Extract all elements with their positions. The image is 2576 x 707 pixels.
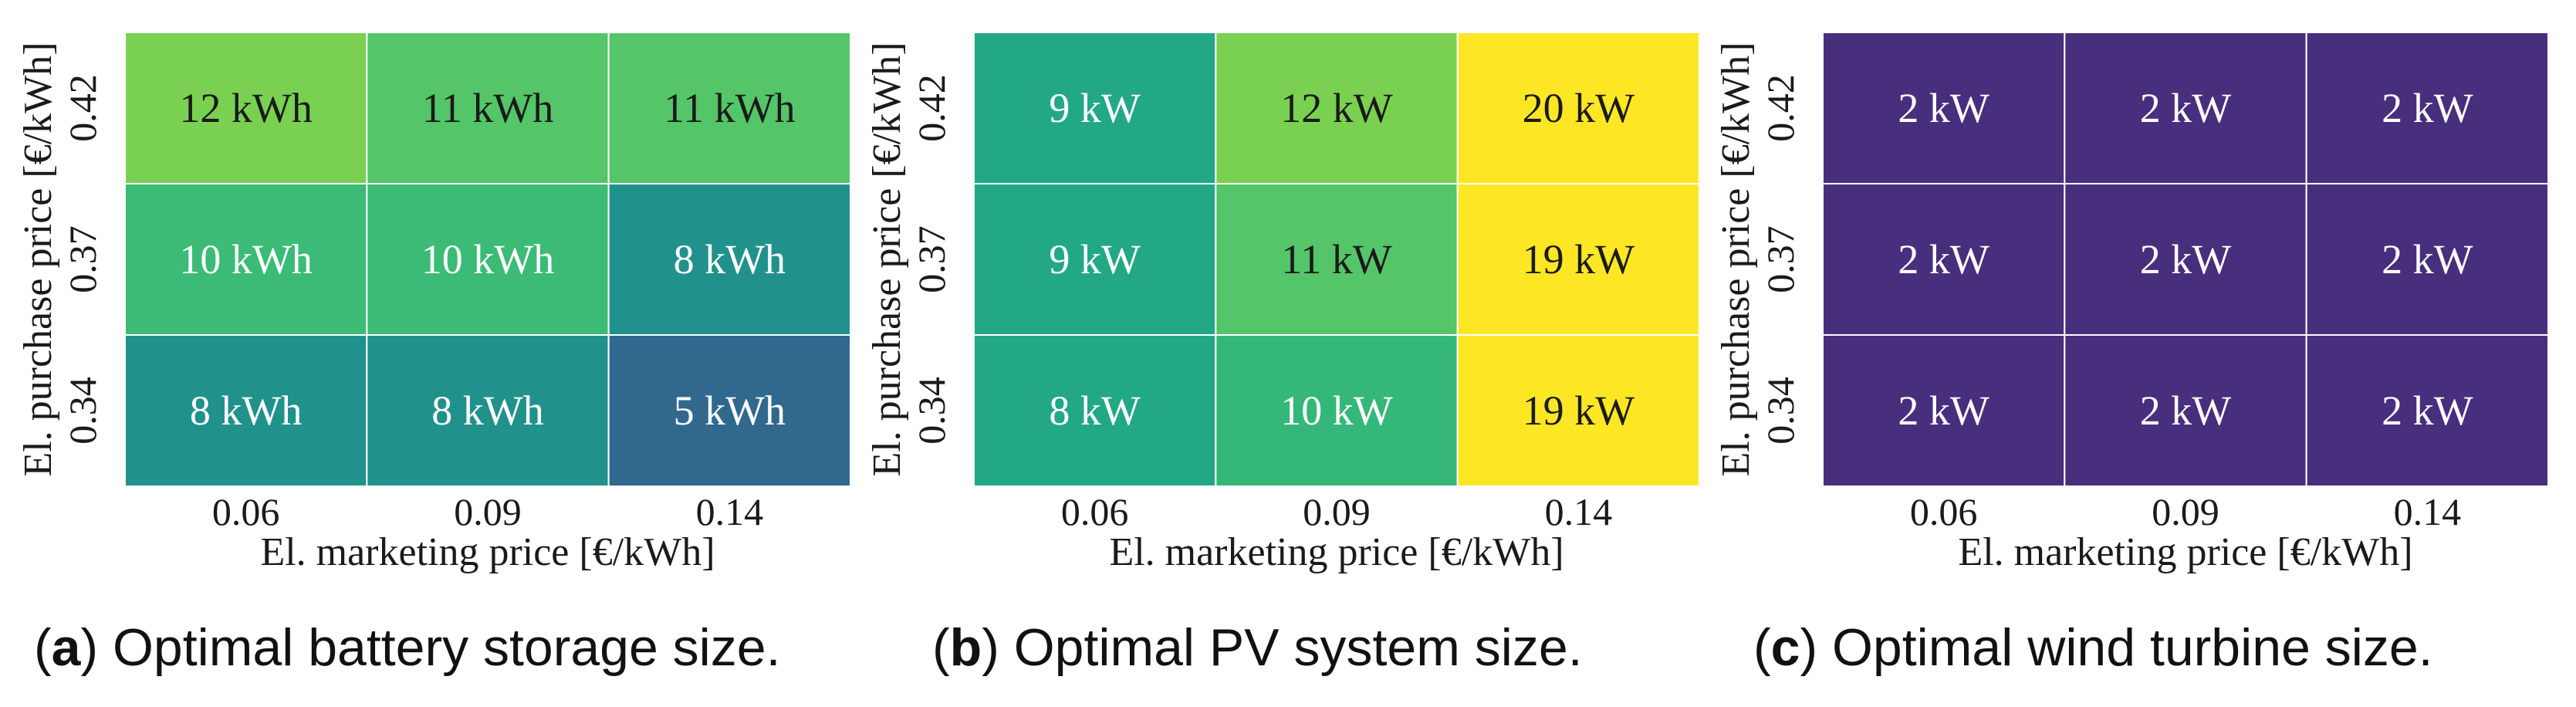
heatmap-cell [366,32,610,184]
cell-value-label: 9 kW [1049,85,1141,131]
x-tick-label: 0.09 [454,490,522,533]
cell-value-label: 11 kWh [422,85,553,131]
heatmap-panel-a: 12 kWh 11 kWh 11 kWh 10 kWh 10 kWh 8 kWh 8 kWh… [16,32,852,677]
panel-caption: (a) Optimal battery storage size. [34,618,781,677]
x-tick-label: 0.06 [212,490,280,533]
cell-value-label: 2 kW [2140,387,2232,434]
cell-value-label: 12 kW [1280,85,1393,131]
x-tick-label: 0.14 [1545,490,1613,533]
heatmap-cell [607,334,852,487]
y-tick-label: 0.37 [910,225,953,293]
cell-value-label: 12 kWh [179,85,312,131]
x-axis-label: El. marketing price [€/kWh] [1958,530,2412,574]
x-tick-label: 0.09 [2152,490,2219,533]
y-tick-label: 0.34 [1759,377,1802,445]
heatmap-cell [2305,32,2550,184]
cell-value-label: 9 kW [1049,236,1141,282]
heatmap-cell [1215,183,1459,336]
heatmap-cell [1456,183,1700,336]
x-tick-label: 0.14 [2394,490,2462,533]
cell-value-label: 2 kW [1898,236,1989,282]
y-tick-label: 0.34 [910,377,953,445]
caption-text: Optimal wind turbine size. [1832,618,2433,677]
panel-caption: (c) Optimal wind turbine size. [1753,618,2433,677]
cell-value-label: 8 kWh [674,236,786,282]
y-axis-label: El. purchase price [€/kWh] [16,42,60,476]
panel-caption: (b) Optimal PV system size. [932,618,1583,677]
heatmap-cell [1822,183,2066,336]
caption-panel-letter: b [950,618,982,677]
cell-value-label: 2 kW [2382,387,2473,434]
heatmap-cell [1822,32,2066,184]
cell-value-label: 10 kWh [421,236,554,282]
cell-value-label: 11 kWh [664,85,795,131]
cell-value-label: 11 kW [1281,236,1391,282]
caption-text: Optimal PV system size. [1014,618,1583,677]
heatmap-cell [2064,183,2307,336]
heatmap-cell [973,334,1217,487]
heatmap-panel-b: 9 kW 12 kW 20 kW 9 kW 11 kW 19 kW 8 kW 10 kW 19 … [865,32,1700,677]
heatmap-cell [1456,334,1700,487]
cell-value-label: 2 kW [2140,85,2232,131]
heatmap-cell [366,183,610,336]
y-tick-label: 0.42 [1759,74,1802,142]
y-tick-label: 0.42 [61,74,104,142]
heatmap-cell [1215,334,1459,487]
cell-value-label: 10 kWh [179,236,312,282]
caption-panel-letter: c [1771,618,1800,677]
cell-value-label: 19 kW [1523,387,1635,434]
y-tick-label: 0.42 [910,74,953,142]
x-tick-label: 0.06 [1061,490,1129,533]
cell-value-label: 2 kW [1898,85,1989,131]
cell-value-label: 2 kW [1898,387,1989,434]
x-axis-label: El. marketing price [€/kWh] [1109,530,1564,574]
heatmap-cell [124,334,368,487]
cell-value-label: 5 kWh [674,387,786,434]
cell-value-label: 2 kW [2382,236,2473,282]
heatmap-cell [2305,334,2550,487]
caption-panel-letter: a [52,618,82,677]
cell-value-label: 2 kW [2382,85,2473,131]
cell-value-label: 8 kWh [190,387,302,434]
heatmap-panel-c: 2 kW 2 kW 2 kW 2 kW 2 kW 2 kW 2 kW 2 kW 2 kW 0.06… [1714,32,2550,677]
cell-value-label: 20 kW [1523,85,1635,131]
caption-text: Optimal battery storage size. [113,618,780,677]
cell-value-label: 8 kW [1049,387,1141,434]
heatmap-cell [973,32,1217,184]
cell-value-label: 2 kW [2140,236,2232,282]
cell-value-label: 10 kW [1280,387,1393,434]
y-axis-label: El. purchase price [€/kWh] [1714,42,1758,476]
heatmap-cell [607,183,852,336]
heatmap-cell [973,183,1217,336]
cell-value-label: 8 kWh [431,387,543,434]
heatmap-cell [124,183,368,336]
x-tick-label: 0.14 [696,490,764,533]
heatmap-cell [2064,32,2307,184]
heatmap-cell [2305,183,2550,336]
y-tick-label: 0.37 [1759,225,1802,293]
y-tick-label: 0.37 [61,225,104,293]
y-tick-label: 0.34 [61,377,104,445]
heatmap-cell [124,32,368,184]
y-axis-label: El. purchase price [€/kWh] [865,42,909,476]
x-axis-label: El. marketing price [€/kWh] [260,530,715,574]
x-tick-label: 0.06 [1910,490,1978,533]
cell-value-label: 19 kW [1523,236,1635,282]
x-tick-label: 0.09 [1303,490,1371,533]
heatmap-cell [607,32,852,184]
heatmap-cell [1456,32,1700,184]
heatmap-cell [366,334,610,487]
heatmap-cell [1822,334,2066,487]
